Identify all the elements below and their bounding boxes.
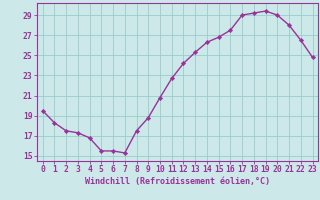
X-axis label: Windchill (Refroidissement éolien,°C): Windchill (Refroidissement éolien,°C) xyxy=(85,177,270,186)
